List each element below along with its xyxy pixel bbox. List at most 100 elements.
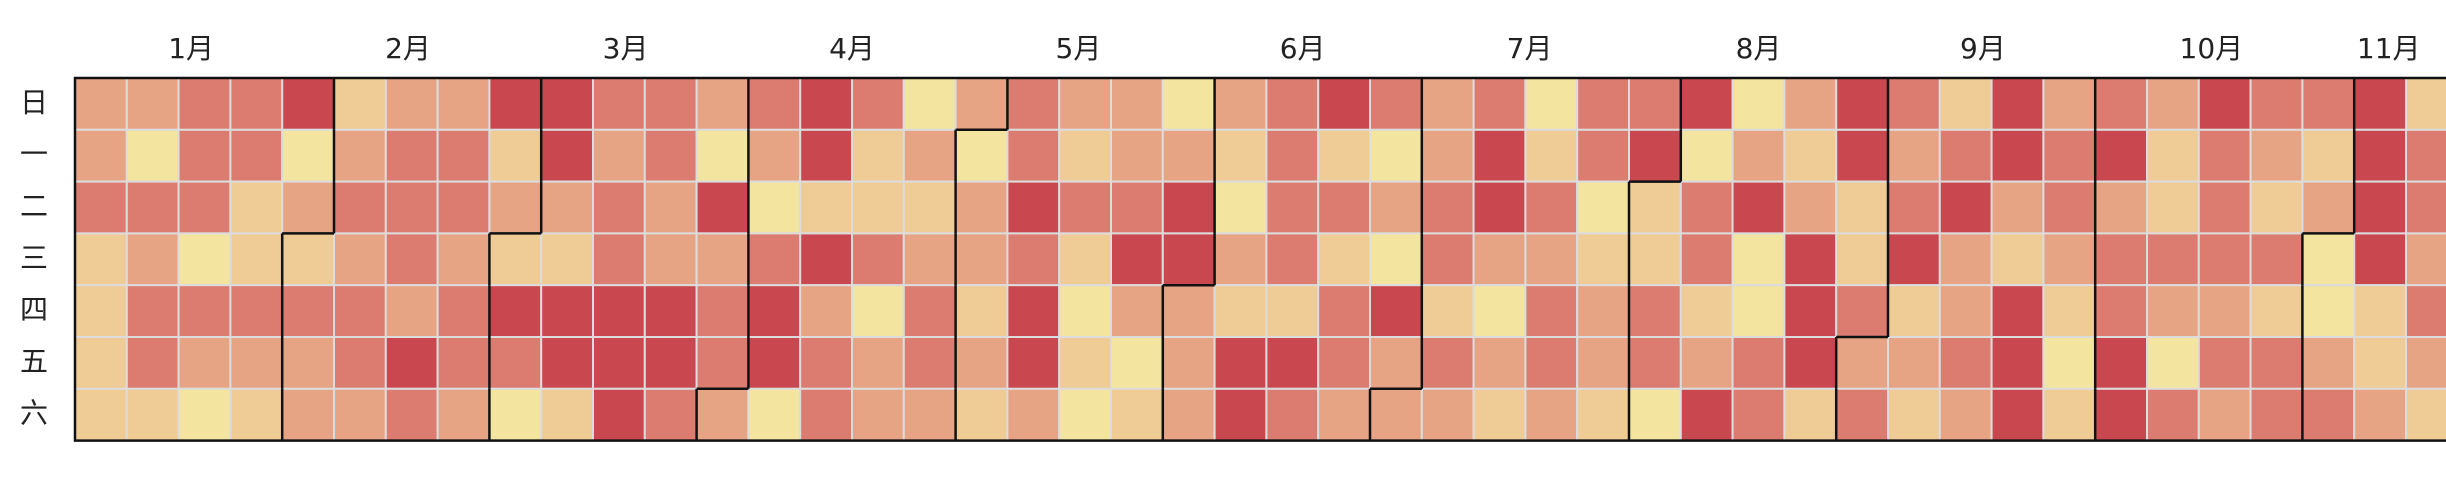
day-cell <box>2197 180 2252 235</box>
day-cell <box>954 232 1009 287</box>
day-cell <box>1887 232 1941 287</box>
day-cell <box>643 180 698 235</box>
day-cell <box>1161 284 1216 339</box>
day-cell <box>2094 284 2148 339</box>
day-cell <box>1058 180 1112 235</box>
day-cell <box>1265 180 1320 235</box>
day-cell <box>540 180 595 235</box>
day-cell <box>1006 387 1061 442</box>
day-cell <box>1110 284 1164 339</box>
day-cell <box>1161 387 1216 442</box>
day-cell <box>1938 77 1993 131</box>
day-cell <box>695 180 750 235</box>
day-cell <box>1265 128 1320 183</box>
day-cell <box>592 387 646 442</box>
day-cell <box>540 336 595 390</box>
day-cell <box>177 232 232 287</box>
day-cell <box>747 336 802 390</box>
day-cell <box>540 387 595 442</box>
day-cell <box>2405 336 2446 390</box>
day-cell <box>1835 128 1889 183</box>
day-cell <box>229 232 284 287</box>
day-cell <box>1058 128 1112 183</box>
day-cell <box>1472 232 1527 287</box>
day-cell <box>1731 77 1786 131</box>
day-cell <box>1938 284 1993 339</box>
day-cell <box>488 180 543 235</box>
day-cell <box>747 232 802 287</box>
day-cell <box>1887 77 1941 131</box>
day-cell <box>540 128 595 183</box>
day-cell <box>1938 128 1993 183</box>
day-cell <box>1524 128 1579 183</box>
day-cell <box>1783 387 1838 442</box>
day-cell <box>902 284 957 339</box>
day-cell <box>436 77 491 131</box>
day-cell <box>1213 128 1268 183</box>
day-cell <box>333 387 387 442</box>
day-cell <box>747 284 802 339</box>
day-cell <box>2301 180 2356 235</box>
day-cell <box>1628 387 1682 442</box>
day-cell <box>643 284 698 339</box>
day-cell <box>1369 387 1423 442</box>
day-cell <box>74 180 128 235</box>
day-cell <box>1006 284 1061 339</box>
day-cell <box>1161 77 1216 131</box>
day-cell <box>2197 387 2252 442</box>
day-cell <box>799 77 854 131</box>
day-cell <box>281 336 336 390</box>
day-cell <box>333 77 387 131</box>
day-cell <box>1990 180 2045 235</box>
day-cell <box>954 77 1009 131</box>
day-cell <box>1006 336 1061 390</box>
day-cell <box>1317 128 1371 183</box>
day-cell <box>1265 232 1320 287</box>
day-cell <box>1420 387 1475 442</box>
day-cell <box>384 387 439 442</box>
day-cell <box>2249 336 2304 390</box>
day-cell <box>2094 77 2148 131</box>
day-cell <box>902 336 957 390</box>
day-cell <box>1317 77 1371 131</box>
day-cell <box>2197 336 2252 390</box>
weekday-label: 三 <box>20 241 48 274</box>
day-cell <box>747 77 802 131</box>
day-cell <box>1783 284 1838 339</box>
day-cell <box>1576 336 1630 390</box>
day-cell <box>747 180 802 235</box>
day-cell <box>1265 77 1320 131</box>
day-cell <box>333 128 387 183</box>
day-cell <box>488 77 543 131</box>
day-cell <box>1161 232 1216 287</box>
day-cell <box>1420 180 1475 235</box>
day-cell <box>436 180 491 235</box>
day-cell <box>1058 336 1112 390</box>
day-cell <box>177 180 232 235</box>
day-cell <box>592 77 646 131</box>
day-cell <box>1524 387 1579 442</box>
day-cell <box>1317 232 1371 287</box>
month-label: 6月 <box>1280 32 1326 65</box>
day-cell <box>1576 77 1630 131</box>
day-cell <box>2146 180 2200 235</box>
day-cell <box>229 387 284 442</box>
day-cell <box>1576 232 1630 287</box>
day-cell <box>1990 128 2045 183</box>
day-cell <box>1887 180 1941 235</box>
day-cell <box>2146 336 2200 390</box>
day-cell <box>2405 284 2446 339</box>
day-cell <box>851 284 905 339</box>
day-cell <box>488 336 543 390</box>
day-cell <box>436 284 491 339</box>
day-cell <box>2301 284 2356 339</box>
day-cell <box>1472 387 1527 442</box>
day-cell <box>177 77 232 131</box>
day-cell <box>2197 284 2252 339</box>
day-cell <box>1161 180 1216 235</box>
day-cell <box>2405 128 2446 183</box>
day-cell <box>1420 284 1475 339</box>
day-cell <box>1628 180 1682 235</box>
